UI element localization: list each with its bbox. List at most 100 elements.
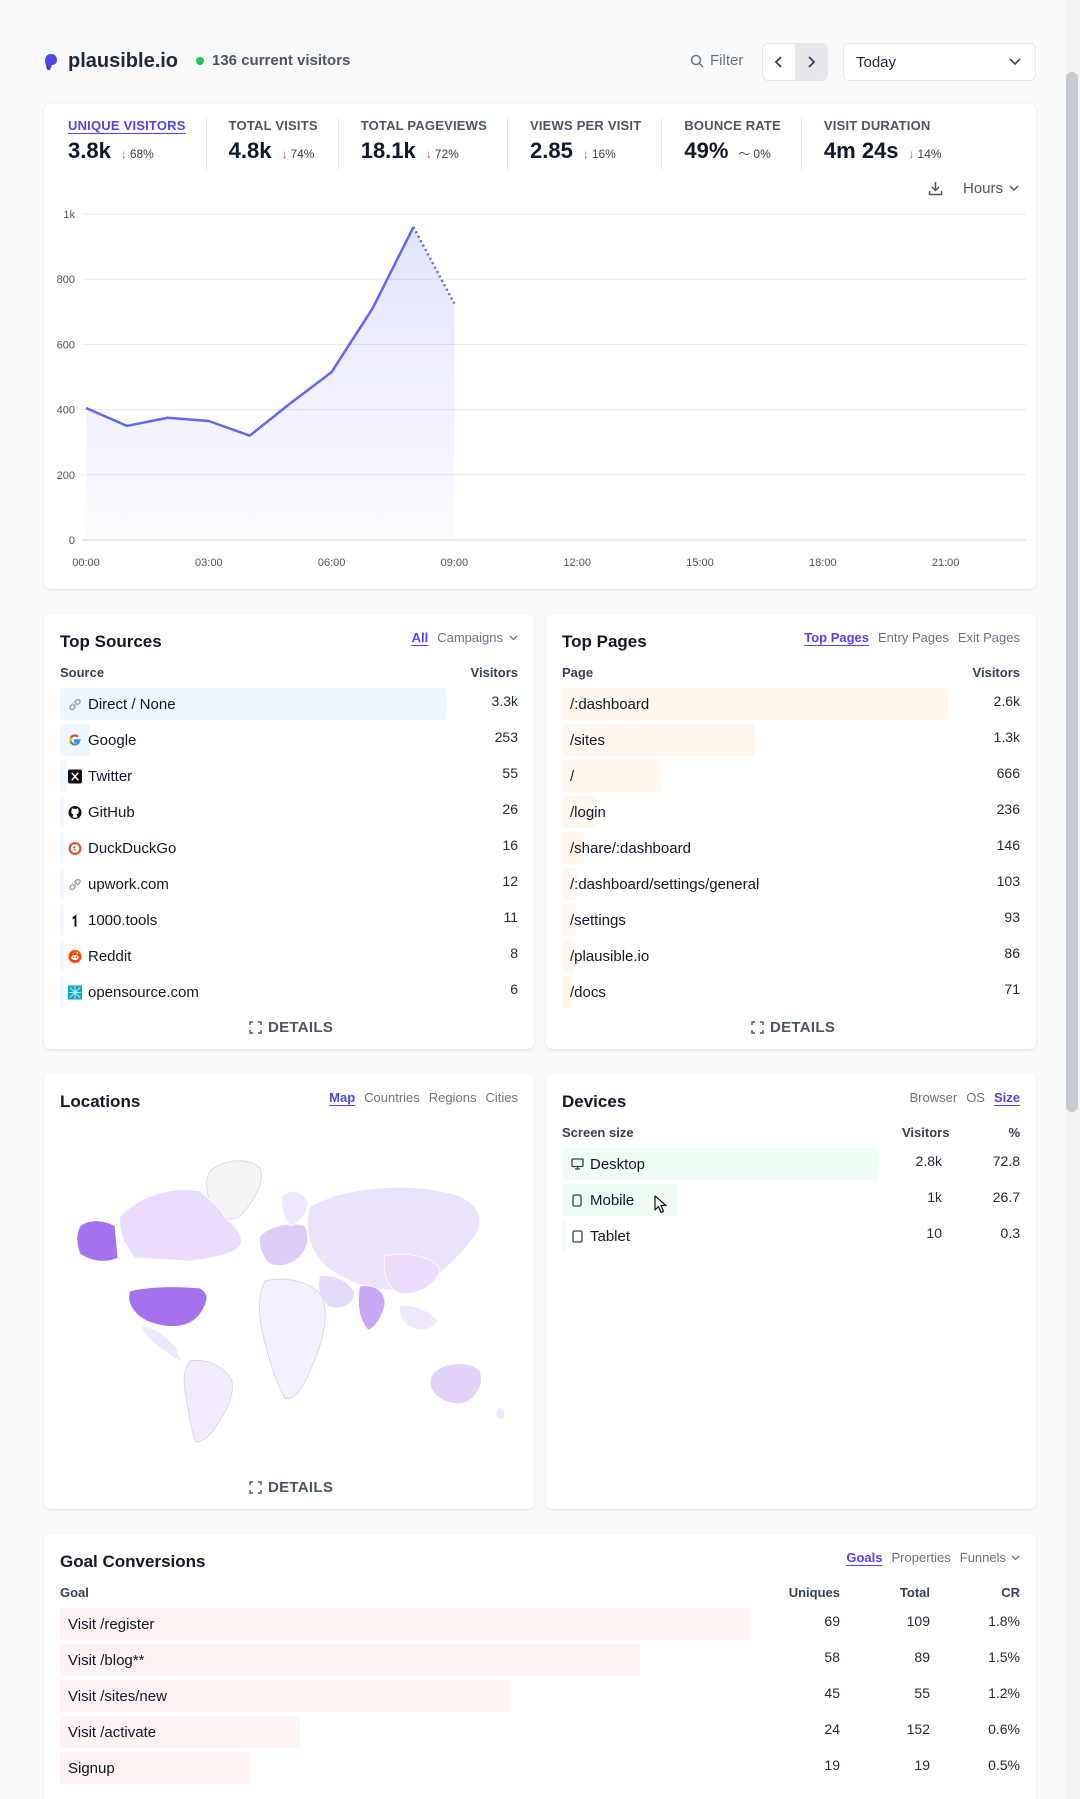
stat-bounce-rate[interactable]: BOUNCE RATE 49% 〜 0% <box>684 118 781 164</box>
locations-details-button[interactable]: DETAILS <box>249 1479 333 1496</box>
chevron-down-icon <box>509 635 518 640</box>
goal-row[interactable]: Visit /register <box>60 1608 750 1640</box>
stat-total-visits[interactable]: TOTAL VISITS 4.8k ↓ 74% <box>229 118 318 164</box>
row-label-group: Visit /register <box>68 1608 154 1640</box>
x-tick-label: 03:00 <box>195 557 223 569</box>
world-map[interactable] <box>60 1146 520 1446</box>
source-row[interactable]: upwork.com <box>60 868 446 900</box>
uniques-value: 19 <box>824 1757 840 1773</box>
page-row[interactable]: /plausible.io <box>562 940 948 972</box>
page-row[interactable]: /share/:dashboard <box>562 832 948 864</box>
period-select[interactable]: Today <box>843 43 1036 81</box>
tab-regions[interactable]: Regions <box>428 1090 477 1105</box>
data-point[interactable] <box>451 301 457 307</box>
percent-value: 0.3 <box>1000 1225 1020 1241</box>
stat-change: ↓ 16% <box>583 147 616 161</box>
tab-os[interactable]: OS <box>966 1090 985 1105</box>
data-point[interactable] <box>83 405 89 411</box>
data-point[interactable] <box>247 433 253 439</box>
page-row[interactable]: /login <box>562 796 948 828</box>
map-region-europe <box>259 1223 309 1266</box>
expand-icon <box>751 1021 764 1034</box>
map-region-china <box>383 1253 441 1295</box>
current-visitors[interactable]: 136 current visitors <box>196 52 350 69</box>
devices-title: Devices <box>562 1092 627 1111</box>
source-row[interactable]: GitHub <box>60 796 446 828</box>
page-row[interactable]: /:dashboard/settings/general <box>562 868 948 900</box>
page-row[interactable]: /:dashboard <box>562 688 948 720</box>
page-scrollbar[interactable] <box>1066 0 1080 1799</box>
tab-top-pages[interactable]: Top Pages <box>804 630 870 645</box>
goal-row[interactable]: Visit /activate <box>60 1716 750 1748</box>
x-tick-label: 15:00 <box>686 557 714 569</box>
device-row[interactable]: Tablet <box>562 1220 879 1252</box>
current-visitors-label: 136 current visitors <box>212 52 351 69</box>
arrow-down-icon: ↓ <box>908 147 915 161</box>
stat-separator <box>800 118 802 170</box>
stat-separator <box>661 118 663 170</box>
tab-funnels[interactable]: Funnels <box>960 1550 1020 1565</box>
stat-visit-duration[interactable]: VISIT DURATION 4m 24s ↓ 14% <box>824 118 942 164</box>
row-bar <box>562 796 597 828</box>
tab-exit-pages[interactable]: Exit Pages <box>957 630 1020 645</box>
page-row[interactable]: / <box>562 760 948 792</box>
visitors-line-chart[interactable]: 0 200 400 600 800 1k 00:00 03:00 06:00 09:00 12:00… <box>44 104 1036 589</box>
filter-button[interactable]: Filter <box>690 52 743 69</box>
sources-details-button[interactable]: DETAILS <box>249 1019 333 1036</box>
column-header-uniques: Uniques <box>788 1585 840 1600</box>
goal-row[interactable]: Signup <box>60 1752 750 1784</box>
source-row[interactable]: Google <box>60 724 446 756</box>
data-point[interactable] <box>206 418 212 424</box>
column-header-goal: Goal <box>60 1585 89 1600</box>
data-point[interactable] <box>329 369 335 375</box>
scrollbar-thumb[interactable] <box>1066 72 1078 1112</box>
data-point[interactable] <box>288 400 294 406</box>
data-point[interactable] <box>124 423 130 429</box>
stat-unique-visitors[interactable]: UNIQUE VISITORS 3.8k ↓ 68% <box>68 118 186 164</box>
tab-size[interactable]: Size <box>993 1090 1020 1105</box>
source-row[interactable]: Twitter <box>60 760 446 792</box>
site-switcher[interactable]: plausible.io <box>44 50 178 73</box>
tab-browser[interactable]: Browser <box>909 1090 958 1105</box>
next-period-button[interactable] <box>795 44 827 80</box>
goal-row[interactable]: Visit /sites/new <box>60 1680 750 1712</box>
tab-countries[interactable]: Countries <box>364 1090 420 1105</box>
data-point[interactable] <box>370 306 376 312</box>
download-icon[interactable] <box>928 181 943 196</box>
row-label: Direct / None <box>88 695 176 713</box>
tab-entry-pages[interactable]: Entry Pages <box>878 630 949 645</box>
stat-total-pageviews[interactable]: TOTAL PAGEVIEWS 18.1k ↓ 72% <box>361 118 487 164</box>
page-row[interactable]: /sites <box>562 724 948 756</box>
page-row[interactable]: /settings <box>562 904 948 936</box>
tab-properties[interactable]: Properties <box>891 1550 951 1565</box>
source-row[interactable]: Reddit <box>60 940 446 972</box>
goal-row[interactable]: Visit /blog** <box>60 1644 750 1676</box>
tab-all[interactable]: All <box>411 630 429 645</box>
source-row[interactable]: DuckDuckGo <box>60 832 446 864</box>
source-row[interactable]: 1000.tools <box>60 904 446 936</box>
source-row[interactable]: opensource.com <box>60 976 446 1008</box>
details-label: DETAILS <box>268 1479 334 1496</box>
previous-period-button[interactable] <box>763 44 795 80</box>
goal-conversions-card: Goal Conversions Goals Properties Funnel… <box>44 1534 1036 1799</box>
tab-campaigns[interactable]: Campaigns <box>437 630 518 645</box>
stat-views-per-visit[interactable]: VIEWS PER VISIT 2.85 ↓ 16% <box>530 118 641 164</box>
page-row[interactable]: /docs <box>562 976 948 1008</box>
chevron-down-icon <box>1009 58 1021 66</box>
tab-cities[interactable]: Cities <box>485 1090 518 1105</box>
data-point[interactable] <box>410 224 416 230</box>
row-bar <box>60 868 64 900</box>
row-label: /login <box>570 803 606 821</box>
top-sources-title: Top Sources <box>60 632 162 651</box>
device-row[interactable]: Mobile <box>562 1184 879 1216</box>
stat-value: 49% <box>684 138 729 163</box>
source-row[interactable]: Direct / None <box>60 688 446 720</box>
tab-map[interactable]: Map <box>329 1090 356 1105</box>
pages-details-button[interactable]: DETAILS <box>751 1019 835 1036</box>
data-point[interactable] <box>165 415 171 421</box>
device-row[interactable]: Desktop <box>562 1148 879 1180</box>
tab-goals[interactable]: Goals <box>846 1550 883 1565</box>
interval-select[interactable]: Hours <box>963 180 1019 197</box>
row-label: Desktop <box>590 1155 646 1173</box>
y-tick-label: 800 <box>57 274 75 286</box>
